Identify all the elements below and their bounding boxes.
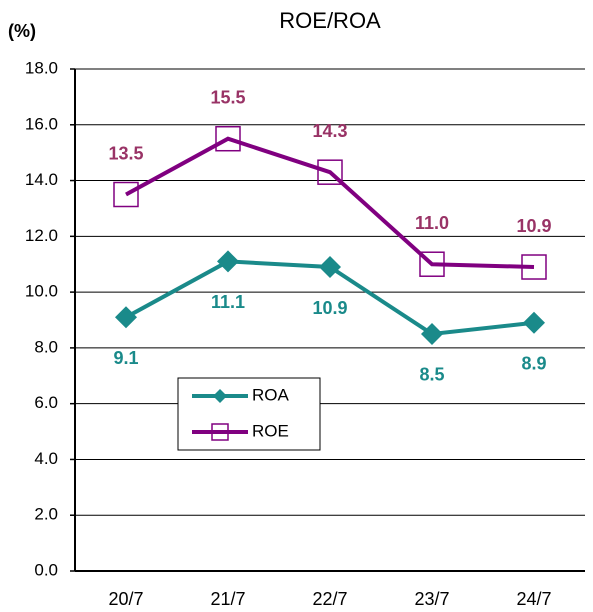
chart-title: ROE/ROA [279,8,381,33]
data-label: 10.9 [516,216,551,236]
marker [215,125,241,152]
unit-label: (%) [8,21,36,41]
marker [113,181,139,208]
data-label: 14.3 [312,121,347,141]
legend-label: ROA [252,385,290,404]
marker [523,311,545,334]
marker [217,250,239,273]
y-tick-label: 18.0 [25,58,58,77]
data-label: 11.1 [211,292,245,312]
data-label: 8.9 [521,354,546,374]
marker [317,159,343,185]
marker [213,389,227,403]
legend-box [177,377,321,451]
y-tick-label: 8.0 [34,337,58,356]
data-label: 9.1 [113,348,138,368]
data-label: 15.5 [210,87,245,107]
y-tick-label: 12.0 [25,226,58,245]
marker [419,251,445,277]
marker [211,423,229,441]
y-tick-label: 2.0 [34,505,58,524]
y-tick-label: 0.0 [34,560,58,579]
series-line [125,136,535,270]
x-tick-label: 23/7 [414,589,449,609]
x-tick-label: 20/7 [108,589,143,609]
data-label: 13.5 [108,143,143,163]
marker [421,322,443,345]
marker [115,306,137,329]
y-tick-label: 16.0 [25,114,58,133]
y-tick-label: 10.0 [25,282,58,301]
x-tick-label: 21/7 [210,589,245,609]
marker [521,254,547,280]
y-tick-label: 6.0 [34,393,58,412]
data-label: 8.5 [419,365,444,385]
y-tick-label: 4.0 [34,449,58,468]
legend-label: ROE [252,421,289,440]
y-tick-label: 14.0 [25,170,58,189]
x-tick-label: 22/7 [312,589,347,609]
marker [319,256,341,279]
data-label: 11.0 [415,213,449,233]
data-label: 10.9 [312,298,347,318]
x-tick-label: 24/7 [516,589,551,609]
